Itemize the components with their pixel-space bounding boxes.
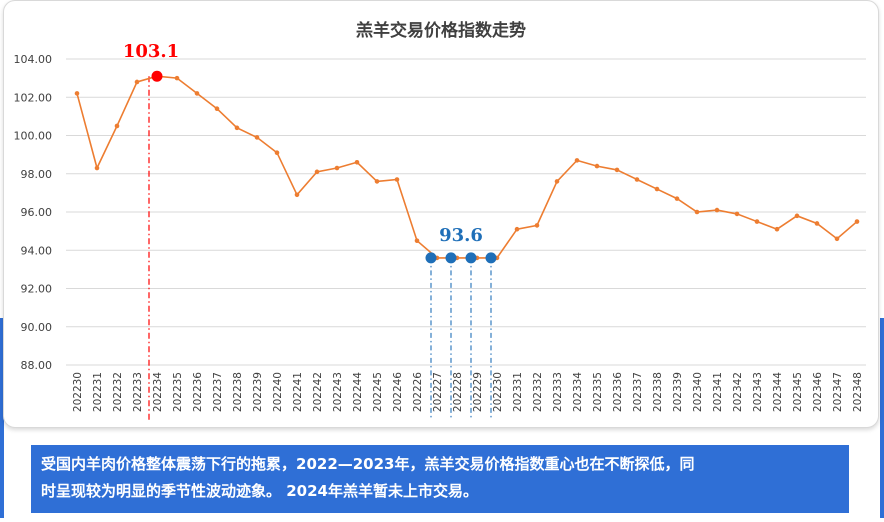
x-tick-label: 202228 xyxy=(452,372,464,412)
data-point xyxy=(374,179,380,184)
data-point xyxy=(134,79,140,85)
x-tick-label: 202348 xyxy=(852,372,864,412)
data-point xyxy=(354,159,360,165)
y-tick-label: 104.00 xyxy=(14,53,53,66)
left-edge-strip xyxy=(0,318,4,518)
x-tick-label: 202237 xyxy=(212,372,224,412)
line-chart: 88.00 90.00 92.00 94.00 96.00 98.00 100.00 102.… xyxy=(14,41,866,420)
x-tick-label: 202345 xyxy=(792,372,804,412)
data-point xyxy=(694,209,700,215)
data-point xyxy=(754,219,760,224)
x-tick-label: 202235 xyxy=(172,372,184,412)
x-tick-label: 202333 xyxy=(552,372,564,412)
x-tick-label: 202343 xyxy=(752,372,764,412)
data-point xyxy=(294,192,300,198)
chart-title: 羔羊交易价格指数走势 xyxy=(356,21,526,41)
x-tick-label: 202243 xyxy=(332,372,344,412)
x-tick-label: 202342 xyxy=(732,372,744,412)
y-tick-label: 88.00 xyxy=(21,359,53,372)
data-point xyxy=(714,207,720,213)
data-point xyxy=(614,167,620,173)
x-tick-label: 202229 xyxy=(472,372,484,412)
data-point xyxy=(854,219,860,224)
caption-line-1: 受国内羊肉价格整体震荡下行的拖累，2022—2023年，羔羊交易价格指数重心也在… xyxy=(41,455,695,473)
peak-label: 103.1 xyxy=(123,41,179,62)
x-tick-label: 202246 xyxy=(392,372,404,412)
x-tick-label: 202337 xyxy=(632,372,644,412)
data-point xyxy=(634,177,640,182)
trough-marker xyxy=(465,252,477,264)
data-point xyxy=(174,75,180,81)
peak-marker xyxy=(151,70,163,82)
x-tick-label: 202242 xyxy=(312,372,324,412)
data-point xyxy=(554,179,560,184)
data-point xyxy=(194,91,200,96)
trough-marker xyxy=(425,252,437,264)
y-tick-label: 96.00 xyxy=(21,206,53,219)
x-tick-label: 202233 xyxy=(132,372,144,412)
trough-marker xyxy=(485,252,497,264)
x-tick-label: 202230 xyxy=(72,372,84,412)
x-tick-label: 202232 xyxy=(112,372,124,412)
data-point xyxy=(654,186,660,192)
x-tick-label: 202344 xyxy=(772,372,784,412)
x-tick-label: 202338 xyxy=(652,372,664,412)
data-point xyxy=(74,91,80,96)
data-point xyxy=(834,236,840,242)
right-edge-strip xyxy=(880,318,884,518)
data-point xyxy=(674,196,680,201)
x-tick-label: 202346 xyxy=(812,372,824,412)
x-tick-label: 202336 xyxy=(612,372,624,412)
x-tick-label: 202240 xyxy=(272,372,284,412)
x-tick-label: 202245 xyxy=(372,372,384,412)
data-point xyxy=(254,135,260,140)
x-tick-label: 202238 xyxy=(232,372,244,412)
x-tick-label: 202239 xyxy=(252,372,264,412)
caption-box: 受国内羊肉价格整体震荡下行的拖累，2022—2023年，羔羊交易价格指数重心也在… xyxy=(31,445,849,513)
y-tick-label: 94.00 xyxy=(21,244,53,257)
x-tick-label: 202340 xyxy=(692,372,704,412)
data-point xyxy=(814,221,820,226)
data-point xyxy=(514,226,520,232)
data-point xyxy=(774,226,780,232)
y-tick-label: 92.00 xyxy=(21,283,53,296)
data-point xyxy=(414,238,420,243)
x-tick-label: 202230 xyxy=(492,372,504,412)
x-tick-label: 202339 xyxy=(672,372,684,412)
x-tick-label: 202334 xyxy=(572,372,584,412)
data-point xyxy=(334,165,340,171)
data-point xyxy=(794,213,800,219)
x-tick-label: 202234 xyxy=(152,372,164,412)
x-tick-label: 202227 xyxy=(432,372,444,412)
x-tick-label: 202341 xyxy=(712,372,724,412)
data-point xyxy=(94,165,100,171)
x-tick-label: 202332 xyxy=(532,372,544,412)
caption-line-2: 时呈现较为明显的季节性波动迹象。 2024年羔羊暂未上市交易。 xyxy=(41,482,478,500)
data-point xyxy=(734,211,740,217)
data-point xyxy=(114,123,120,129)
data-point xyxy=(394,177,400,182)
x-tick-label: 202335 xyxy=(592,372,604,412)
x-tick-label: 202226 xyxy=(412,372,424,412)
data-point xyxy=(214,106,220,112)
y-tick-label: 98.00 xyxy=(21,168,53,181)
data-point xyxy=(594,163,600,169)
x-tick-label: 202231 xyxy=(92,372,104,412)
trough-label: 93.6 xyxy=(439,225,483,246)
data-point xyxy=(534,223,540,228)
y-tick-label: 90.00 xyxy=(21,321,53,334)
trough-marker xyxy=(445,252,457,264)
x-tick-label: 202244 xyxy=(352,372,364,412)
y-tick-label: 100.00 xyxy=(14,130,53,143)
x-tick-label: 202331 xyxy=(512,372,524,412)
x-tick-label: 202236 xyxy=(192,372,204,412)
x-tick-label: 202347 xyxy=(832,372,844,412)
data-point xyxy=(234,125,240,131)
data-point xyxy=(314,169,320,175)
x-tick-label: 202241 xyxy=(292,372,304,412)
data-point xyxy=(274,150,280,156)
y-tick-label: 102.00 xyxy=(14,91,53,104)
data-point xyxy=(574,158,580,163)
